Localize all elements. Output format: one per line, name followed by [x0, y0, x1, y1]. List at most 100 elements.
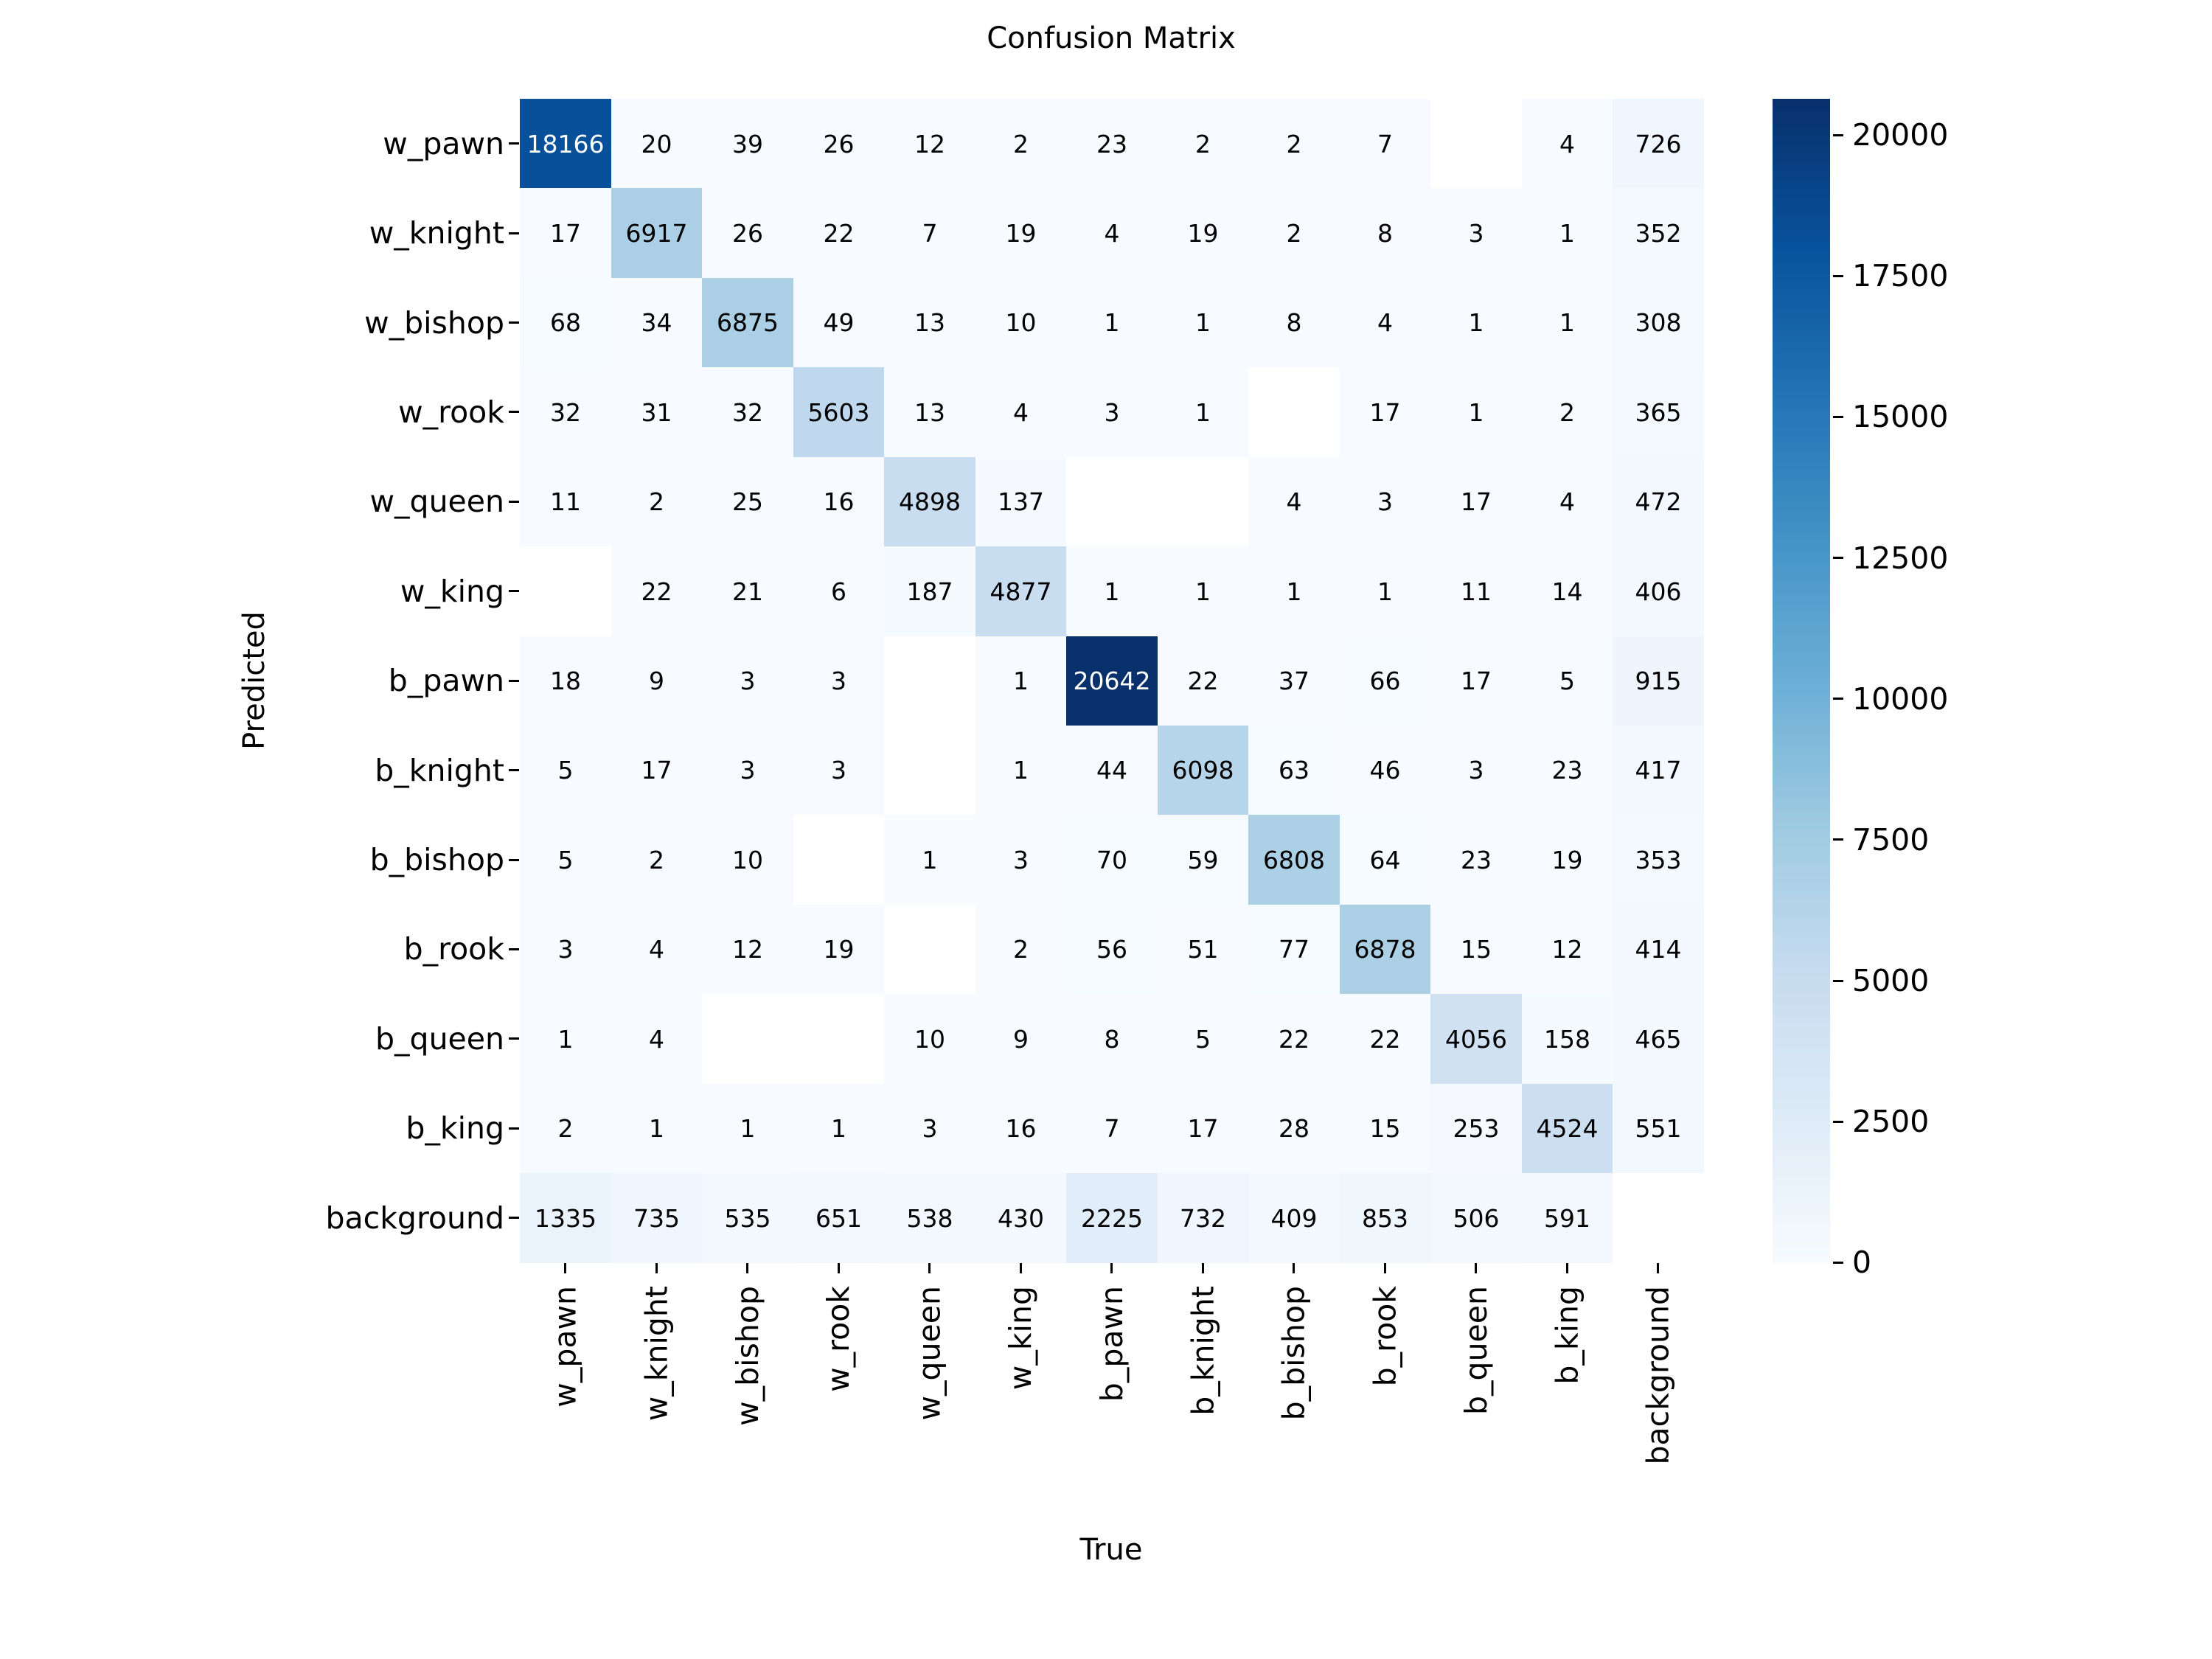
cell-value: 472 [1635, 487, 1682, 517]
colorbar-tick-label: 0 [1852, 1245, 1872, 1281]
cell-value: 21 [732, 577, 764, 606]
cell-value: 22 [1369, 1024, 1401, 1054]
heatmap-cell: 19 [975, 188, 1067, 279]
cell-value: 19 [1187, 218, 1219, 248]
heatmap-cell: 3 [1430, 725, 1523, 815]
heatmap-cell: 3 [1430, 188, 1523, 279]
heatmap-cell: 535 [702, 1173, 794, 1264]
heatmap-cell: 1 [1066, 546, 1158, 637]
colorbar-gradient [1773, 99, 1830, 1263]
heatmap-cell [702, 994, 794, 1085]
heatmap-cell: 732 [1157, 1173, 1249, 1264]
colorbar-tick [1833, 1261, 1843, 1264]
cell-value: 13 [914, 308, 946, 338]
x-axis-title: True [1079, 1533, 1143, 1567]
cell-value: 16 [1005, 1114, 1037, 1144]
y-tick-label: b_knight [375, 752, 504, 788]
cell-value: 158 [1544, 1024, 1591, 1054]
cell-value: 64 [1369, 845, 1401, 874]
x-tick-label-text: w_bishop [729, 1286, 765, 1426]
x-axis-tick [1293, 1263, 1295, 1274]
heatmap-cell [1157, 456, 1249, 547]
cell-value: 3 [1104, 397, 1120, 427]
cell-value: 4 [1377, 308, 1394, 338]
heatmap-cell: 19 [1157, 188, 1249, 279]
heatmap-cell: 25 [702, 456, 794, 547]
cell-value: 32 [550, 397, 582, 427]
heatmap-cell: 591 [1521, 1173, 1613, 1264]
heatmap-cell: 465 [1613, 994, 1705, 1085]
heatmap-cell: 1 [975, 725, 1067, 815]
cell-value: 19 [1005, 218, 1037, 248]
cell-value: 1 [1286, 577, 1302, 606]
heatmap-cell [1066, 456, 1158, 547]
heatmap-cell: 6808 [1248, 815, 1340, 905]
cell-value: 915 [1635, 667, 1682, 696]
cell-value: 4 [1559, 129, 1576, 159]
y-axis-tick [509, 1127, 519, 1130]
heatmap-cell: 1 [702, 1083, 794, 1174]
cell-value: 17 [1461, 487, 1492, 517]
cell-value: 1 [649, 1114, 665, 1144]
colorbar-tick [1833, 1120, 1843, 1123]
cell-value: 4 [1559, 487, 1576, 517]
heatmap-cell: 2 [1157, 99, 1249, 189]
cell-value: 59 [1187, 845, 1219, 874]
x-axis-tick [1201, 1263, 1204, 1274]
cell-value: 538 [906, 1203, 953, 1233]
x-tick-label-text: b_pawn [1093, 1286, 1130, 1402]
heatmap-cell: 506 [1430, 1173, 1523, 1264]
y-axis-tick [509, 1217, 519, 1220]
colorbar-tick [1833, 698, 1843, 700]
heatmap-cell: 22 [611, 546, 703, 637]
heatmap-cell: 651 [793, 1173, 885, 1264]
cell-value: 4 [1286, 487, 1302, 517]
heatmap-cell: 49 [793, 277, 885, 368]
cell-value: 18 [550, 667, 582, 696]
cell-value: 10 [914, 1024, 946, 1054]
heatmap-cell: 365 [1613, 367, 1705, 458]
heatmap-cell: 59 [1157, 815, 1249, 905]
colorbar-tick-label: 2500 [1852, 1104, 1930, 1140]
heatmap-cell: 1 [1430, 367, 1523, 458]
cell-value: 5 [1195, 1024, 1211, 1054]
colorbar-tick [1833, 274, 1843, 277]
cell-value: 11 [1461, 577, 1492, 606]
heatmap-cell: 7 [1339, 99, 1431, 189]
heatmap-cell: 353 [1613, 815, 1705, 905]
cell-value: 39 [732, 129, 764, 159]
heatmap-cell: 22 [793, 188, 885, 279]
colorbar-tick-label: 20000 [1852, 117, 1949, 153]
x-axis-tick [1657, 1263, 1660, 1274]
heatmap-cell: 66 [1339, 636, 1431, 726]
heatmap-cell: 2 [611, 456, 703, 547]
heatmap-cell: 1 [520, 994, 612, 1085]
cell-value: 25 [732, 487, 764, 517]
heatmap-cell: 253 [1430, 1083, 1523, 1174]
x-axis-tick [1019, 1263, 1022, 1274]
cell-value: 22 [1279, 1024, 1310, 1054]
heatmap-cell: 4 [611, 994, 703, 1085]
heatmap-cell: 22 [1248, 994, 1340, 1085]
x-axis-tick [655, 1263, 658, 1274]
cell-value: 46 [1369, 756, 1401, 785]
heatmap-cell: 6917 [611, 188, 703, 279]
cell-value: 4524 [1536, 1114, 1599, 1144]
heatmap-cell: 9 [975, 994, 1067, 1085]
heatmap-cell [793, 815, 885, 905]
x-axis-tick [1383, 1263, 1386, 1274]
cell-value: 63 [1279, 756, 1310, 785]
heatmap-cell: 1 [884, 815, 976, 905]
heatmap-cell: 472 [1613, 456, 1705, 547]
x-tick-label-text: b_rook [1367, 1286, 1403, 1387]
y-tick-label: b_pawn [388, 663, 504, 699]
cell-value: 591 [1544, 1203, 1591, 1233]
x-tick-label-text: b_king [1549, 1286, 1585, 1385]
cell-value: 3 [740, 756, 756, 785]
cell-value: 2 [1559, 397, 1576, 427]
cell-value: 1 [1468, 308, 1484, 338]
cell-value: 8 [1377, 218, 1394, 248]
cell-value: 735 [633, 1203, 681, 1233]
cell-value: 17 [550, 218, 582, 248]
heatmap-cell: 308 [1613, 277, 1705, 368]
